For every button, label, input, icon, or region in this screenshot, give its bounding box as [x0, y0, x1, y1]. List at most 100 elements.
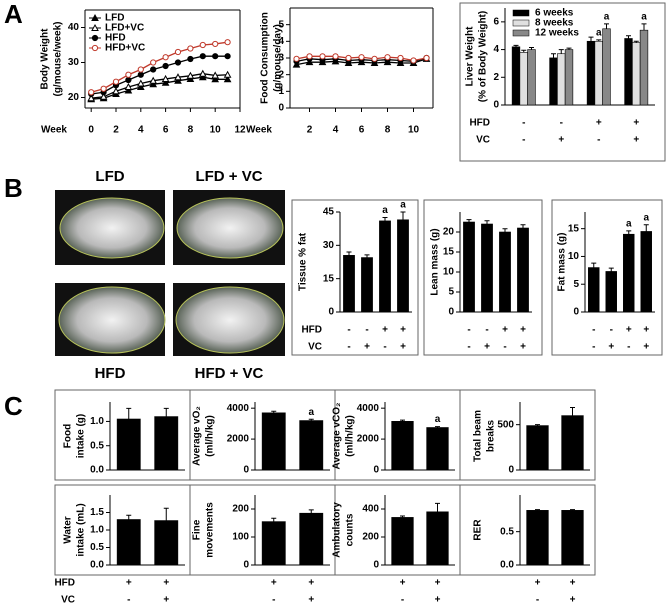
y-tick-label: 0.0: [90, 465, 104, 476]
point: [150, 59, 157, 66]
treatment-sign: +: [633, 135, 639, 146]
image: [176, 197, 284, 259]
y-axis-label: Total beam: [473, 410, 484, 462]
annotation: a: [308, 407, 314, 418]
y-tick-label: 0: [448, 307, 454, 318]
treatment-sign: +: [126, 578, 132, 589]
chart: Total beam breaks 0 500: [459, 389, 596, 481]
error-bar: [484, 220, 490, 224]
error-bar: [435, 502, 440, 512]
y-tick-label: 2: [493, 72, 499, 83]
error-bar: [400, 419, 405, 422]
x-tick-label: 6: [359, 125, 365, 136]
point: [88, 89, 95, 96]
y-tick-label: 0: [243, 465, 249, 476]
chart: Water intake (mL)0.0 0.5 1.0 1.5 HFD + + VC - +: [54, 484, 191, 606]
x-tick-label: 6: [163, 125, 169, 136]
point: [223, 75, 232, 83]
y-tick-label: 100: [232, 532, 249, 543]
point: [198, 73, 207, 81]
y-tick-label: 0: [278, 103, 284, 114]
legend-marker: [91, 44, 99, 52]
point: [125, 76, 132, 84]
treatment-sign: +: [502, 325, 508, 336]
error-bar: [535, 424, 540, 426]
bar: [116, 519, 141, 566]
chart: Food Consumption (g/mouse/day) 0 1 2 3 4 5 2 4 6 8 1…: [246, 7, 434, 136]
bar: [632, 42, 641, 106]
error-bar: [126, 514, 132, 520]
error-bar: [566, 47, 572, 50]
point: [174, 48, 182, 56]
error-bar: [570, 509, 575, 511]
legend-label: 12 weeks: [535, 28, 579, 39]
treatment-sign: +: [633, 118, 639, 129]
y-tick-label: 2000: [227, 434, 250, 445]
treatment-sign: -: [597, 135, 600, 146]
y-tick-label: 0: [508, 465, 514, 476]
chart: Lean mass (g) 0 5 10 15 20 - - + + - + - +: [423, 199, 543, 356]
y-axis-label: counts: [345, 513, 356, 546]
error-bar: [382, 217, 388, 221]
point: [332, 53, 339, 60]
y-axis-label: Average vO₂: [192, 406, 203, 466]
y-tick-label: 0: [573, 307, 579, 318]
point: [224, 53, 231, 60]
treatment-sign: -: [536, 595, 539, 606]
error-bar: [641, 23, 647, 31]
bar: [116, 418, 141, 471]
bar: [391, 421, 414, 471]
error-bar: [346, 251, 352, 256]
y-axis-label: (% of Body Weight): [478, 11, 489, 102]
point: [124, 82, 133, 90]
point: [136, 82, 145, 90]
treatment-sign: +: [435, 578, 441, 589]
point: [125, 71, 132, 78]
y-tick-label: 4: [493, 44, 499, 55]
bar: [397, 219, 409, 313]
point: [199, 53, 206, 60]
point: [124, 86, 133, 94]
treatment-sign: -: [401, 595, 404, 606]
image: [175, 286, 285, 354]
bar: [561, 415, 584, 471]
treatment-sign: +: [520, 342, 526, 353]
y-axis-label: Liver Weight: [465, 26, 476, 86]
y-tick-label: 10: [568, 251, 580, 262]
treatment-sign: +: [163, 595, 169, 606]
bar: [594, 40, 603, 106]
y-axis-label: Fat mass (g): [557, 233, 568, 292]
legend-label: 8 weeks: [535, 18, 574, 29]
bar: [526, 510, 549, 566]
bar: [561, 510, 584, 566]
treatment-sign: +: [382, 325, 388, 336]
point: [224, 39, 231, 46]
y-tick-label: 0: [373, 560, 379, 571]
y-tick-label: 2: [278, 69, 284, 80]
error-bar: [604, 23, 609, 29]
y-axis-label: Average vCO₂: [332, 403, 343, 470]
y-tick-label: 15: [568, 223, 580, 234]
y-tick-label: 1: [278, 86, 284, 97]
point: [384, 54, 391, 61]
treatment-sign: -: [627, 342, 630, 353]
bar: [261, 521, 286, 566]
treatment-sign: -: [522, 118, 525, 129]
error-bar: [513, 44, 519, 47]
bar: [379, 220, 391, 313]
y-axis-label: (ml/h/kg): [205, 415, 216, 457]
chart: Tissue % fat 0 15 30 45 a a HFD - - + + VC - + - +: [291, 199, 419, 356]
error-bar: [163, 507, 169, 521]
point: [150, 66, 157, 73]
point: [187, 45, 194, 52]
treatment-sign: +: [596, 118, 602, 129]
annotation: a: [643, 212, 649, 223]
error-bar: [520, 224, 526, 228]
treatment-sign: +: [364, 342, 370, 353]
error-bar: [588, 36, 594, 42]
error-bar: [608, 267, 614, 272]
chart-frame: [459, 2, 666, 162]
error-bar: [558, 49, 564, 54]
legend-swatch: [512, 19, 530, 27]
chart-frame: [459, 389, 596, 481]
